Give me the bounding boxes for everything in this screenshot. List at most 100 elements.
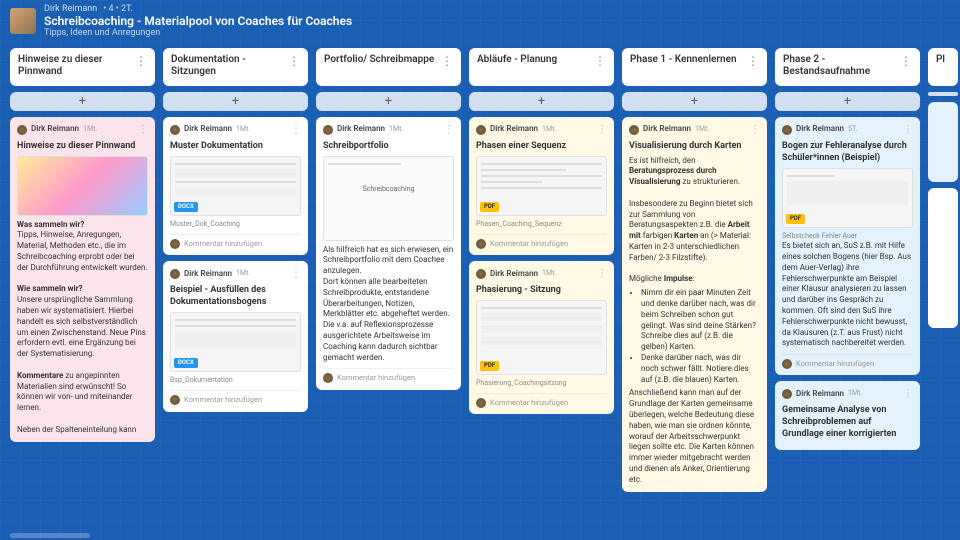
card-bogen[interactable]: Dirk Reimann5T.⋮ Bogen zur Fehleranalyse… [775, 117, 920, 375]
card-beispiel[interactable]: Dirk Reimann 1Mt. ⋮ Beispiel - Ausfüllen d… [163, 261, 308, 411]
card-partial[interactable] [928, 188, 958, 328]
avatar [476, 269, 486, 279]
card-menu-icon[interactable]: ⋮ [597, 267, 607, 281]
column-title: Phase 1 - Kennenlernen [630, 54, 737, 66]
add-card-button[interactable]: + [10, 92, 155, 111]
card-time: 1Mt. [848, 389, 862, 398]
card-author: Dirk Reimann [31, 124, 79, 135]
header-stats: • 4 • 2T. [103, 4, 133, 14]
column-header[interactable]: Dokumentation - Sitzungen ⋮ [163, 48, 308, 86]
card-muster[interactable]: Dirk Reimann1Mt.⋮ Muster Dokumentation D… [163, 117, 308, 255]
column-phase2: Phase 2 - Bestandsaufnahme ⋮ + Dirk Reim… [775, 48, 920, 450]
file-label: Bsp_Dokumentation [170, 376, 301, 385]
avatar [17, 125, 27, 135]
board-subtitle: Tipps, Ideen und Anregungen [44, 28, 352, 38]
comment-add[interactable]: Kommentar hinzufügen [476, 234, 607, 249]
avatar [476, 398, 486, 408]
column-menu-icon[interactable]: ⋮ [900, 54, 912, 68]
card-author: Dirk Reimann [184, 269, 232, 280]
comment-placeholder: Kommentar hinzufügen [490, 239, 568, 249]
add-card-button[interactable]: + [163, 92, 308, 111]
board-icon [10, 8, 36, 34]
card-phasen[interactable]: Dirk Reimann1Mt.⋮ Phasen einer Sequenz P… [469, 117, 614, 255]
column-menu-icon[interactable]: ⋮ [288, 54, 300, 68]
card-menu-icon[interactable]: ⋮ [750, 123, 760, 137]
column-header[interactable]: Portfolio/ Schreibmappe ⋮ [316, 48, 461, 86]
header-author: Dirk Reimann [44, 4, 97, 14]
badge-pdf: PDF [480, 361, 499, 371]
card-menu-icon[interactable]: ⋮ [444, 123, 454, 137]
avatar [170, 239, 180, 249]
card-time: 1Mt. [83, 125, 97, 134]
card-menu-icon[interactable]: ⋮ [903, 123, 913, 137]
comment-add[interactable]: Kommentar hinzufügen [170, 234, 301, 249]
card-menu-icon[interactable]: ⋮ [597, 123, 607, 137]
card-partial[interactable] [928, 102, 958, 182]
card-time: 1Mt. [236, 269, 250, 278]
card-title: Phasen einer Sequenz [476, 140, 607, 152]
card-title: Phasierung - Sitzung [476, 284, 607, 296]
column-header[interactable]: Pl [928, 48, 958, 86]
card-menu-icon[interactable]: ⋮ [903, 387, 913, 401]
card-body: Was sammeln wir? Tipps, Hinweise, Anregu… [17, 220, 148, 436]
column-hinweise: Hinweise zu dieser Pinnwand ⋮ + Dirk Rei… [10, 48, 155, 442]
card-thumbnail: PDF [476, 156, 607, 216]
comment-placeholder: Kommentar hinzufügen [184, 395, 262, 405]
comment-placeholder: Kommentar hinzufügen [796, 359, 874, 369]
card-phasierung[interactable]: Dirk Reimann1Mt.⋮ Phasierung - Sitzung P… [469, 261, 614, 414]
card-title: Bogen zur Fehleranalyse durch Schüler*in… [782, 140, 913, 164]
card-hinweise[interactable]: Dirk Reimann 1Mt. ⋮ Hinweise zu dieser P… [10, 117, 155, 442]
card-time: 1Mt. [389, 125, 403, 134]
column-title: Pl [936, 54, 945, 66]
card-time: 1Mt. [695, 125, 709, 134]
column-header[interactable]: Abläufe - Planung ⋮ [469, 48, 614, 86]
comment-add[interactable]: Kommentar hinzufügen [782, 354, 913, 369]
card-author: Dirk Reimann [796, 124, 844, 135]
card-portfolio[interactable]: Dirk Reimann1Mt.⋮ Schreibportfolio Schre… [316, 117, 461, 390]
card-menu-icon[interactable]: ⋮ [291, 123, 301, 137]
column-header[interactable]: Phase 2 - Bestandsaufnahme ⋮ [775, 48, 920, 86]
card-title: Beispiel - Ausfüllen des Dokumentationsb… [170, 284, 301, 308]
card-author: Dirk Reimann [490, 269, 538, 280]
card-menu-icon[interactable]: ⋮ [291, 267, 301, 281]
comment-placeholder: Kommentar hinzufügen [337, 373, 415, 383]
card-thumbnail: Schreibcoaching [323, 156, 454, 241]
column-menu-icon[interactable]: ⋮ [594, 54, 606, 68]
column-header[interactable]: Hinweise zu dieser Pinnwand ⋮ [10, 48, 155, 86]
card-author: Dirk Reimann [184, 124, 232, 135]
column-ablaeufe: Abläufe - Planung ⋮ + Dirk Reimann1Mt.⋮ … [469, 48, 614, 414]
avatar [782, 389, 792, 399]
card-thumbnail [17, 156, 148, 216]
add-card-button[interactable]: + [775, 92, 920, 111]
card-visualisierung[interactable]: Dirk Reimann1Mt.⋮ Visualisierung durch K… [622, 117, 767, 492]
add-card-button[interactable]: + [469, 92, 614, 111]
add-card-button[interactable]: + [316, 92, 461, 111]
avatar [476, 239, 486, 249]
comment-add[interactable]: Kommentar hinzufügen [323, 368, 454, 383]
avatar [782, 359, 792, 369]
column-menu-icon[interactable]: ⋮ [441, 54, 453, 68]
card-gemeinsame[interactable]: Dirk Reimann 1Mt. ⋮ Gemeinsame Analyse von… [775, 381, 920, 450]
card-thumbnail: DOCX [170, 156, 301, 216]
comment-add[interactable]: Kommentar hinzufügen [476, 393, 607, 408]
avatar [170, 269, 180, 279]
badge-pdf: PDF [480, 202, 499, 212]
column-title: Hinweise zu dieser Pinnwand [18, 54, 135, 78]
file-label: Phasen_Coaching_Sequenz [476, 220, 607, 229]
board[interactable]: Hinweise zu dieser Pinnwand ⋮ + Dirk Rei… [0, 42, 960, 534]
column-partial: Pl [928, 48, 958, 328]
scrollbar-horizontal[interactable] [10, 533, 90, 538]
comment-add[interactable]: Kommentar hinzufügen [170, 390, 301, 405]
add-card-button[interactable]: + [622, 92, 767, 111]
column-menu-icon[interactable]: ⋮ [747, 54, 759, 68]
card-thumbnail: DOCX [170, 312, 301, 372]
column-header[interactable]: Phase 1 - Kennenlernen ⋮ [622, 48, 767, 86]
column-menu-icon[interactable]: ⋮ [135, 54, 147, 68]
column-title: Portfolio/ Schreibmappe [324, 54, 434, 66]
badge-pdf: PDF [786, 214, 805, 224]
card-author: Dirk Reimann [796, 389, 844, 400]
add-card-button[interactable] [928, 92, 958, 96]
card-title: Gemeinsame Analyse von Schreibproblemen … [782, 404, 913, 440]
card-menu-icon[interactable]: ⋮ [138, 123, 148, 137]
avatar [170, 395, 180, 405]
